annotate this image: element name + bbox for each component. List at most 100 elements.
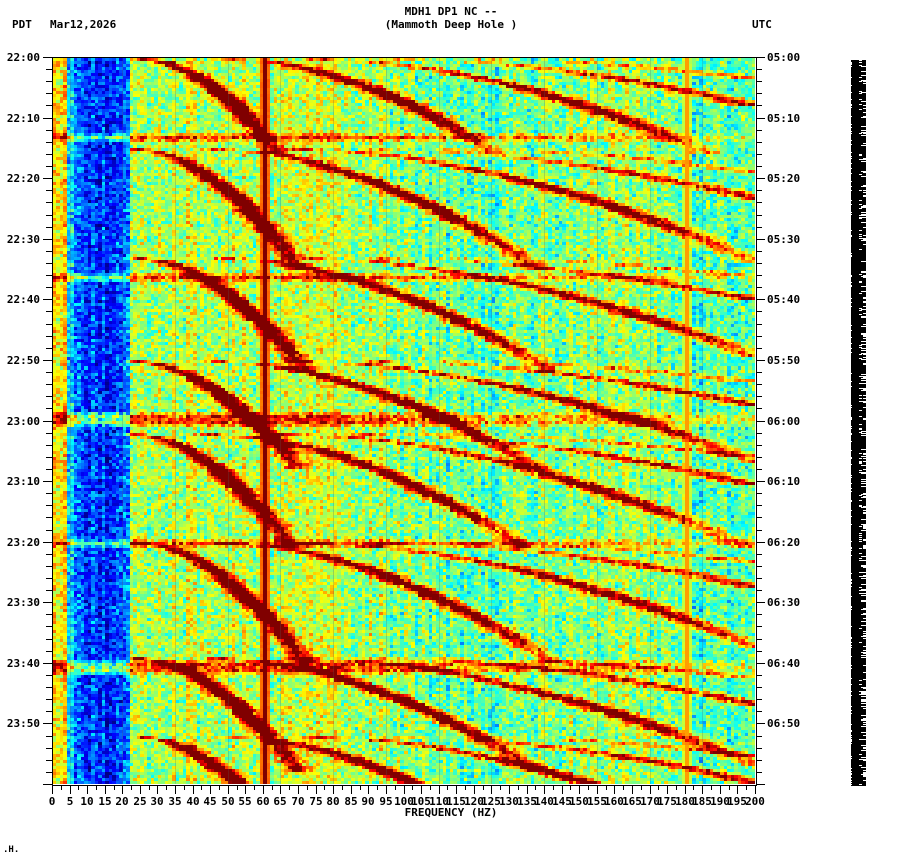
left-time-label: 22:40 xyxy=(6,293,40,306)
right-minor-tick xyxy=(756,433,762,434)
x-minor-tick xyxy=(96,785,97,790)
right-minor-tick xyxy=(756,554,762,555)
x-major-tick xyxy=(702,785,703,794)
x-minor-tick xyxy=(553,785,554,790)
x-minor-tick xyxy=(711,785,712,790)
x-major-tick xyxy=(52,785,53,794)
x-major-tick xyxy=(298,785,299,794)
right-minor-tick xyxy=(756,69,762,70)
left-time-label: 23:20 xyxy=(6,536,40,549)
right-time-label: 06:40 xyxy=(767,657,801,670)
x-minor-tick xyxy=(395,785,396,790)
x-major-tick xyxy=(597,785,598,794)
x-minor-tick xyxy=(746,785,747,790)
x-minor-tick xyxy=(78,785,79,790)
right-minor-tick xyxy=(756,190,762,191)
left-major-tick xyxy=(43,118,52,119)
x-minor-tick xyxy=(412,785,413,790)
right-major-tick xyxy=(756,360,765,361)
right-minor-tick xyxy=(756,626,762,627)
x-major-tick xyxy=(316,785,317,794)
right-minor-tick xyxy=(756,651,762,652)
x-minor-tick xyxy=(588,785,589,790)
right-minor-tick xyxy=(756,566,762,567)
right-minor-tick xyxy=(756,578,762,579)
right-time-label: 05:20 xyxy=(767,172,801,185)
right-minor-tick xyxy=(756,711,762,712)
right-major-tick xyxy=(756,663,765,664)
right-minor-tick xyxy=(756,105,762,106)
right-minor-tick xyxy=(756,202,762,203)
right-time-label: 06:10 xyxy=(767,475,801,488)
right-minor-tick xyxy=(756,93,762,94)
x-major-tick xyxy=(87,785,88,794)
left-major-tick xyxy=(43,663,52,664)
x-minor-tick xyxy=(342,785,343,790)
right-minor-tick xyxy=(756,530,762,531)
left-time-label: 23:10 xyxy=(6,475,40,488)
right-minor-tick xyxy=(756,130,762,131)
x-major-tick xyxy=(386,785,387,794)
x-major-tick xyxy=(421,785,422,794)
x-minor-tick xyxy=(729,785,730,790)
right-major-tick xyxy=(756,118,765,119)
x-major-tick xyxy=(755,785,756,794)
x-minor-tick xyxy=(272,785,273,790)
x-major-tick xyxy=(491,785,492,794)
right-minor-tick xyxy=(756,699,762,700)
right-minor-tick xyxy=(756,772,762,773)
right-time-label: 06:20 xyxy=(767,536,801,549)
x-minor-tick xyxy=(483,785,484,790)
left-time-label: 22:00 xyxy=(6,51,40,64)
right-minor-tick xyxy=(756,736,762,737)
header-right-timezone: UTC xyxy=(752,18,772,31)
right-margin-strip xyxy=(851,60,866,786)
x-major-tick xyxy=(193,785,194,794)
spectrogram-canvas[interactable] xyxy=(52,57,755,784)
x-major-tick xyxy=(228,785,229,794)
x-minor-tick xyxy=(465,785,466,790)
spectrogram-plot[interactable] xyxy=(52,57,757,786)
x-major-tick xyxy=(527,785,528,794)
x-minor-tick xyxy=(149,785,150,790)
right-time-label: 06:00 xyxy=(767,415,801,428)
x-major-tick xyxy=(614,785,615,794)
right-minor-tick xyxy=(756,517,762,518)
left-time-label: 23:40 xyxy=(6,657,40,670)
x-minor-tick xyxy=(184,785,185,790)
right-minor-tick xyxy=(756,505,762,506)
right-minor-tick xyxy=(756,287,762,288)
left-time-label: 22:20 xyxy=(6,172,40,185)
x-major-tick xyxy=(720,785,721,794)
right-major-tick xyxy=(756,602,765,603)
left-time-label: 22:50 xyxy=(6,354,40,367)
x-major-tick xyxy=(175,785,176,794)
right-major-tick xyxy=(756,481,765,482)
right-minor-tick xyxy=(756,675,762,676)
left-major-tick xyxy=(43,421,52,422)
left-major-tick xyxy=(43,784,52,785)
left-major-tick xyxy=(43,57,52,58)
x-major-tick xyxy=(456,785,457,794)
right-minor-tick xyxy=(756,396,762,397)
x-major-tick xyxy=(70,785,71,794)
right-minor-tick xyxy=(756,384,762,385)
x-minor-tick xyxy=(535,785,536,790)
right-minor-tick xyxy=(756,457,762,458)
x-minor-tick xyxy=(377,785,378,790)
x-minor-tick xyxy=(166,785,167,790)
left-major-tick xyxy=(43,239,52,240)
left-time-label: 22:30 xyxy=(6,233,40,246)
left-major-tick xyxy=(43,178,52,179)
x-minor-tick xyxy=(307,785,308,790)
right-minor-tick xyxy=(756,154,762,155)
left-major-tick xyxy=(43,299,52,300)
left-major-tick xyxy=(43,723,52,724)
x-minor-tick xyxy=(219,785,220,790)
x-minor-tick xyxy=(131,785,132,790)
x-axis-title: FREQUENCY (HZ) xyxy=(404,806,498,819)
x-minor-tick xyxy=(641,785,642,790)
right-minor-tick xyxy=(756,215,762,216)
x-minor-tick xyxy=(61,785,62,790)
